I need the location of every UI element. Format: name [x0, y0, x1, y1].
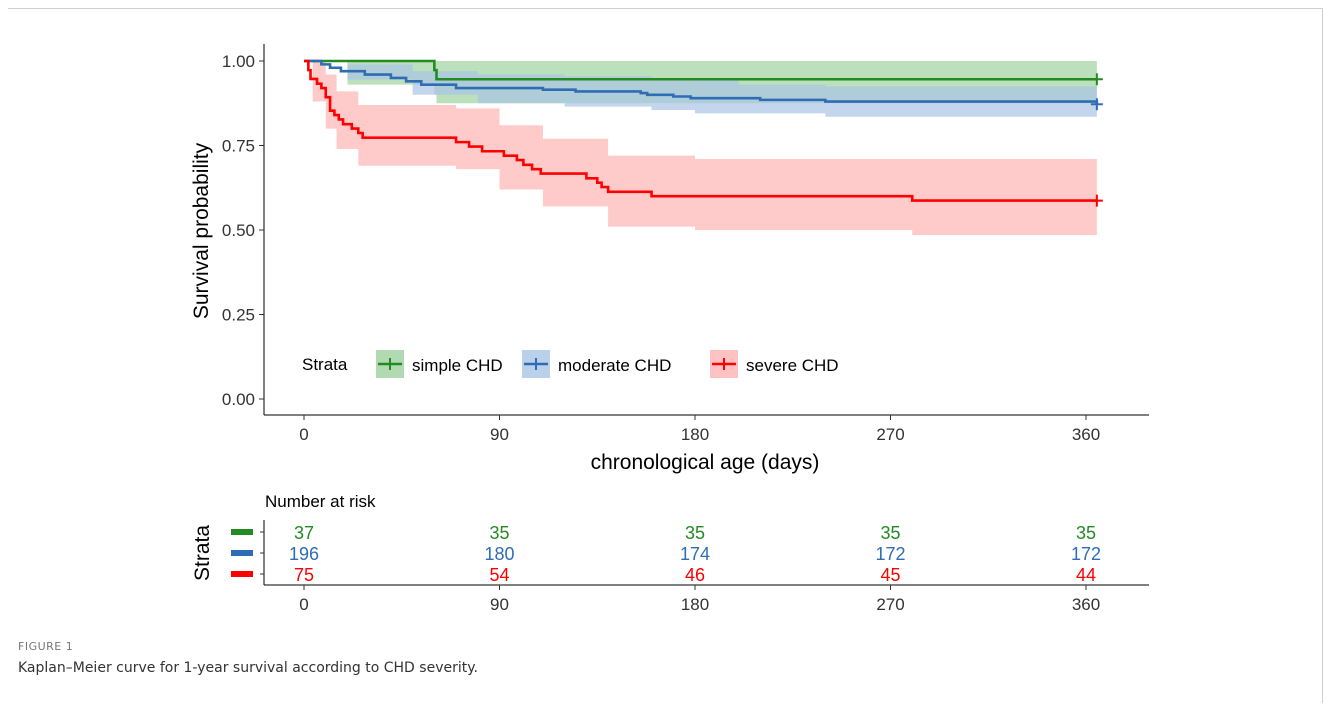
- risk-count-1-0: 196: [289, 544, 319, 564]
- x-tick-label-2: 180: [681, 425, 709, 444]
- censor-mark-0: [1090, 73, 1103, 86]
- y-tick-label-1: 0.25: [222, 306, 255, 325]
- risk-x-tick-label-3: 270: [876, 595, 904, 614]
- legend: Strata simple CHD moderate CHD severe CHD: [302, 350, 839, 378]
- figure-frame: [8, 8, 1323, 703]
- survival-line-1: [304, 59, 1099, 105]
- risk-x-tick-label-4: 360: [1072, 595, 1100, 614]
- risk-table: Number at risk Strata 37 35 35 35 35 196 180 174 1…: [191, 492, 1149, 614]
- x-tick-label-1: 90: [490, 425, 509, 444]
- y-tick-label-0: 0.00: [222, 390, 255, 409]
- censor-mark-2: [1090, 194, 1103, 207]
- legend-title: Strata: [302, 355, 348, 374]
- confidence-band-2: [304, 61, 1097, 236]
- survival-line-0: [304, 59, 1097, 81]
- chart-axes: 0.00 0.25 0.50 0.75 1.00 0 90 180 270 360: [222, 44, 1149, 444]
- censor-mark-1: [1090, 98, 1103, 111]
- y-tick-label-4: 1.00: [222, 52, 255, 71]
- risk-count-2-2: 46: [685, 565, 705, 585]
- x-tick-label-3: 270: [876, 425, 904, 444]
- risk-count-0-1: 35: [489, 523, 509, 543]
- legend-label-1: moderate CHD: [558, 356, 671, 375]
- risk-count-0-4: 35: [1076, 523, 1096, 543]
- confidence-band-1: [304, 61, 1097, 119]
- risk-count-1-2: 174: [680, 544, 710, 564]
- y-tick-label-2: 0.50: [222, 221, 255, 240]
- x-axis-label: chronological age (days): [591, 451, 820, 474]
- survival-curves: [304, 59, 1103, 207]
- risk-count-0-3: 35: [880, 523, 900, 543]
- risk-table-ylabel: Strata: [191, 525, 214, 581]
- legend-label-0: simple CHD: [412, 356, 503, 375]
- risk-count-1-3: 172: [875, 544, 905, 564]
- risk-count-2-4: 44: [1076, 565, 1096, 585]
- legend-label-2: severe CHD: [746, 356, 839, 375]
- risk-count-2-3: 45: [880, 565, 900, 585]
- confidence-bands: [304, 61, 1097, 236]
- y-tick-label-3: 0.75: [222, 137, 255, 156]
- risk-x-tick-label-0: 0: [299, 595, 308, 614]
- survival-line-2: [304, 59, 1097, 202]
- risk-count-1-1: 180: [484, 544, 514, 564]
- x-tick-label-0: 0: [299, 425, 308, 444]
- risk-x-tick-label-2: 180: [681, 595, 709, 614]
- risk-row-key-0: [231, 529, 253, 535]
- risk-row-key-2: [231, 571, 253, 577]
- figure-caption: Kaplan–Meier curve for 1-year survival a…: [18, 660, 478, 676]
- risk-table-title: Number at risk: [265, 492, 376, 511]
- risk-count-2-0: 75: [294, 565, 314, 585]
- risk-count-0-2: 35: [685, 523, 705, 543]
- risk-count-2-1: 54: [489, 565, 509, 585]
- figure-label: FIGURE 1: [18, 640, 74, 653]
- risk-x-tick-label-1: 90: [490, 595, 509, 614]
- risk-row-key-1: [231, 550, 253, 556]
- risk-count-0-0: 37: [294, 523, 314, 543]
- x-tick-label-4: 360: [1072, 425, 1100, 444]
- y-axis-label: Survival probability: [190, 142, 213, 319]
- risk-count-1-4: 172: [1071, 544, 1101, 564]
